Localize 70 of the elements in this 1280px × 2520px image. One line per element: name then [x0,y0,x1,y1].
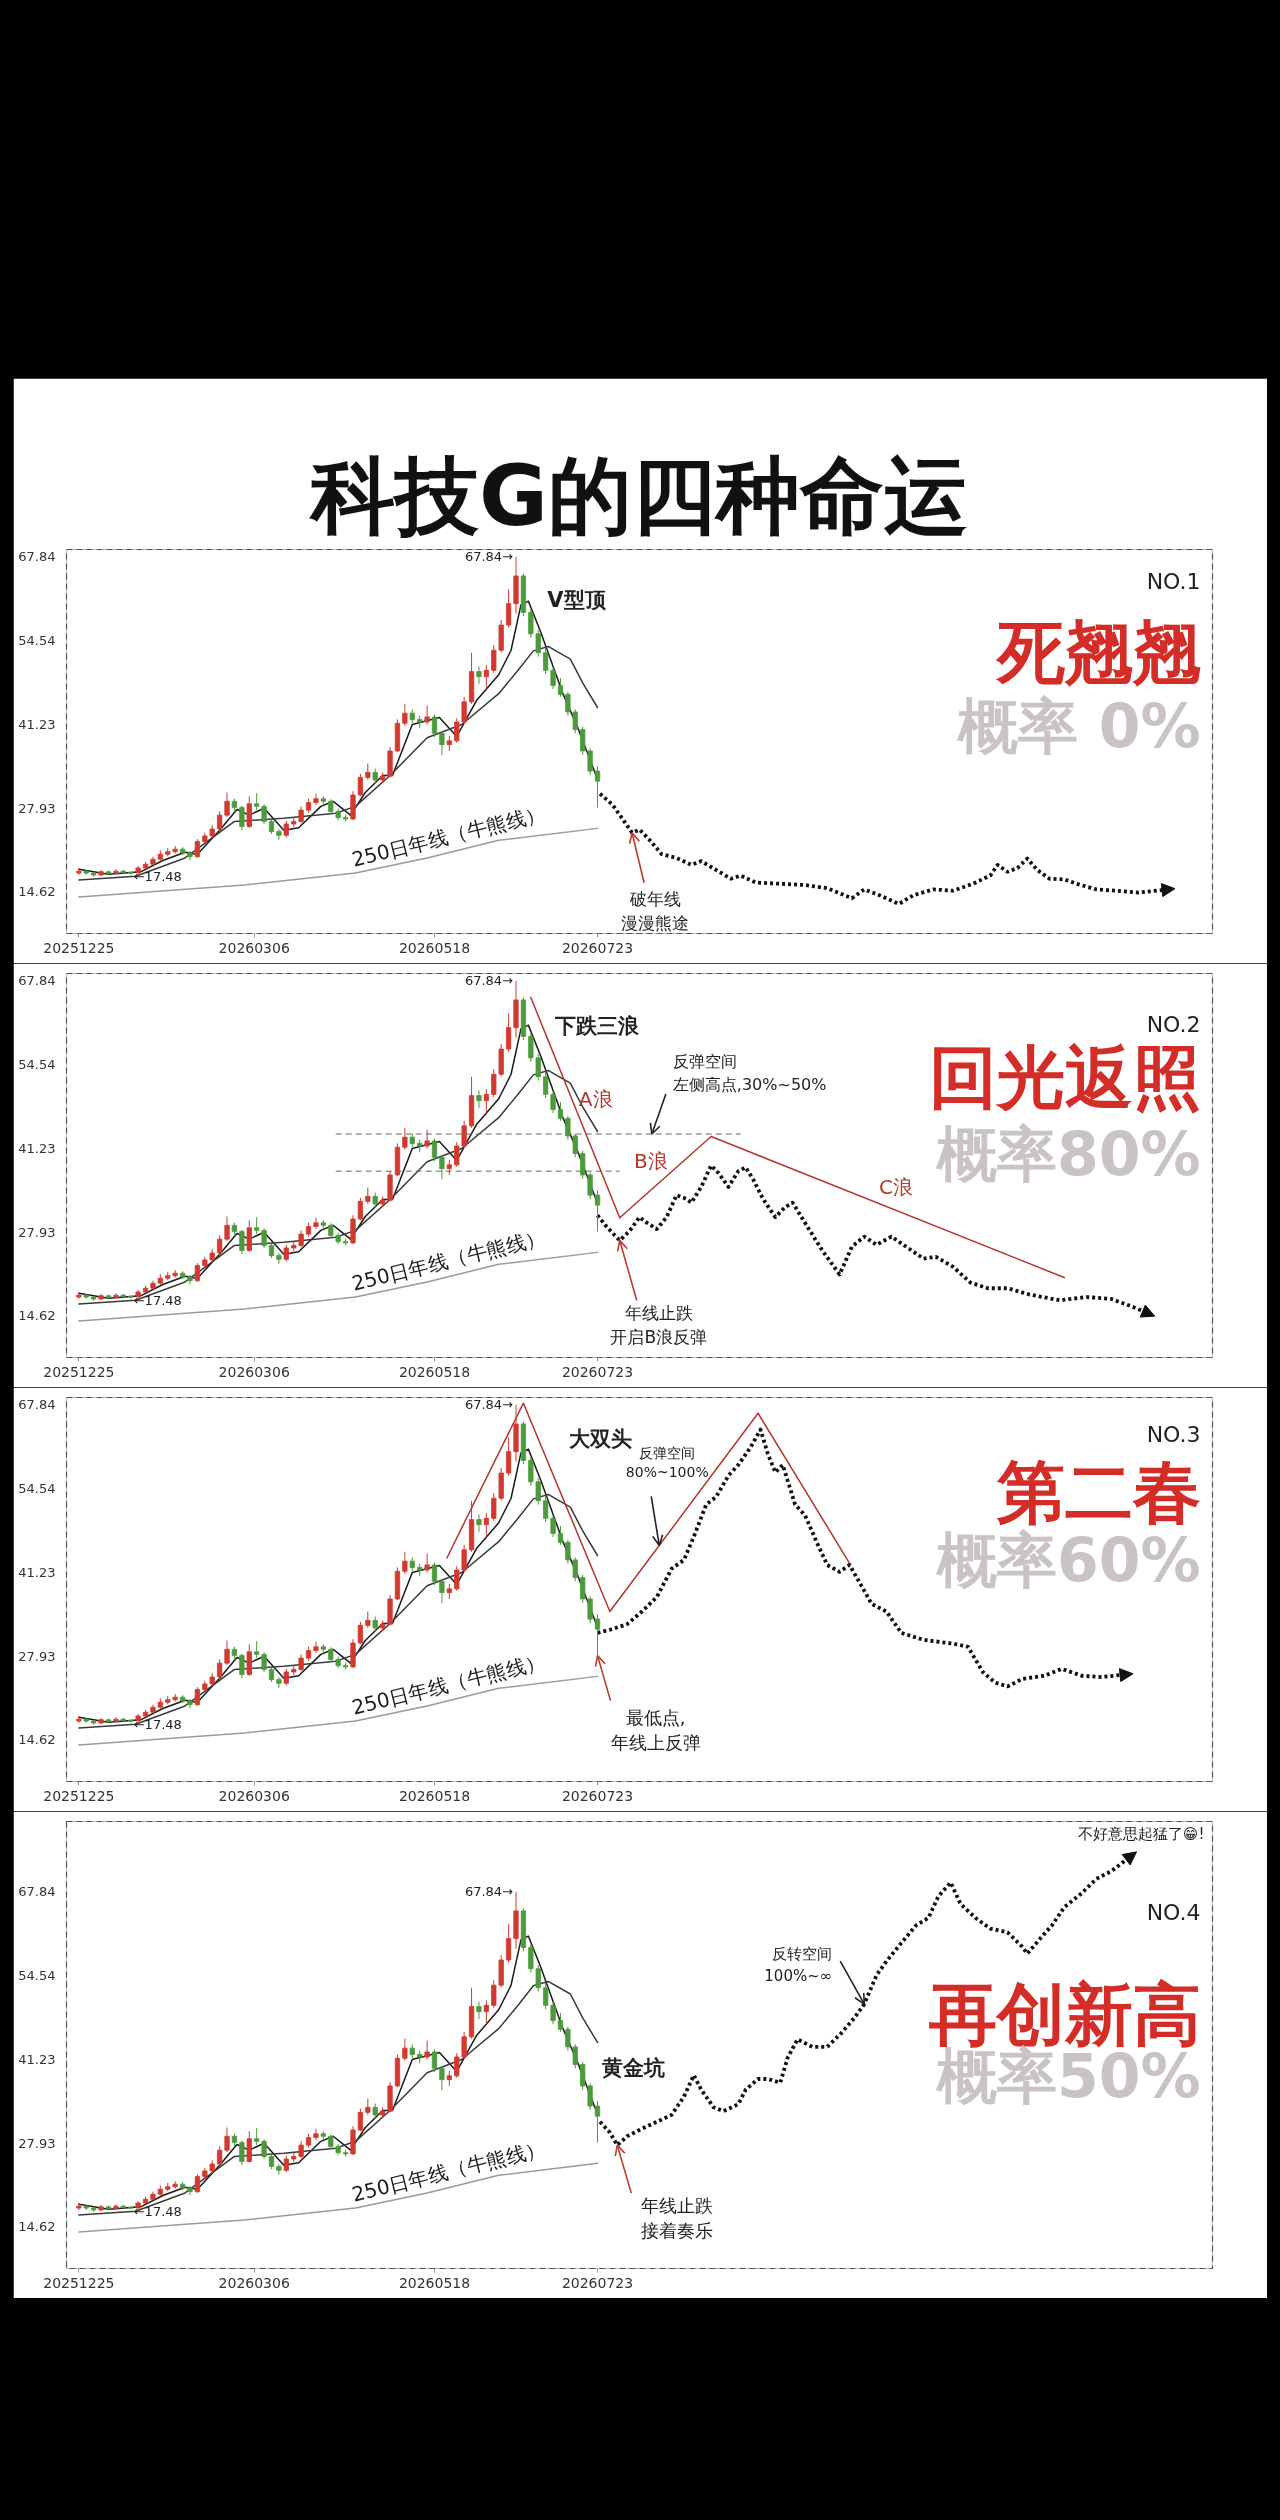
annotation: 破年线漫漫熊途 [621,888,690,933]
x-tick-label: 20260518 [398,939,471,956]
x-tick-label: 20260518 [398,1787,471,1804]
annotation: ←17.48 [133,1717,182,1733]
x-tick-label: 20260518 [398,1363,471,1380]
y-tick-label: 67.84 [18,973,56,989]
annotation: 年线止跌接着奏乐 [641,2195,714,2242]
annotation: 不好意思起猛了😁! [1077,1824,1205,1843]
x-tick-label: 20260306 [218,1363,290,1380]
series-label: B浪 [633,1148,668,1173]
x-tick-label: 20260518 [398,2274,471,2291]
text: 250日年线（牛熊线） [349,800,548,872]
y-tick-label: 41.23 [18,2051,56,2067]
text: 250日年线（牛熊线） [349,2135,548,2207]
y-tick-label: 54.54 [18,633,56,649]
annotation: NO.3 [1146,1422,1201,1447]
x-tick-label: 20260306 [218,1787,290,1804]
annotation: 下跌三浪 [553,1013,640,1038]
y-tick-label: 67.84 [18,549,56,565]
annotation: NO.1 [1146,569,1201,594]
annotation: V型顶 [547,587,607,612]
annotation: 67.84→ [464,973,514,989]
x-tick-label: 20260723 [561,939,634,956]
y-tick-label: 41.23 [18,1140,56,1156]
annotation: 反弹空间左侧高点,30%~50% [672,1052,827,1095]
text: 回光返照 [928,1038,1201,1117]
series-label: C浪 [878,1174,913,1199]
annotation: NO.2 [1146,1012,1201,1037]
annotation: 黄金坑 [601,2055,665,2080]
text: 250日年线（牛熊线） [349,1224,548,1296]
annotation: ←17.48 [133,1293,182,1309]
annotation: 67.84→ [464,549,514,565]
x-tick-label: 20251225 [43,1787,115,1804]
x-tick-label: 20260306 [218,2274,290,2291]
y-tick-label: 27.93 [18,1224,56,1240]
y-tick-label: 41.23 [18,1564,56,1580]
x-tick-label: 20260306 [218,939,290,956]
y-tick-label: 27.93 [18,2135,56,2151]
annotation: 反转空间100%~∞ [764,1945,833,1985]
y-tick-label: 14.62 [18,1308,56,1324]
annotation: 67.84→ [464,1884,514,1900]
annotation: ←17.48 [133,869,182,885]
x-tick-label: 20251225 [43,2274,115,2291]
y-tick-label: 27.93 [18,1648,56,1664]
y-tick-label: 41.23 [18,716,56,732]
annotation: 年线止跌开启B浪反弹 [610,1303,708,1348]
y-tick-label: 67.84 [18,1397,56,1413]
y-tick-label: 14.62 [18,1732,56,1748]
x-tick-label: 20260723 [561,1787,634,1804]
y-tick-label: 54.54 [18,1057,56,1073]
annotation: ←17.48 [133,2204,182,2220]
x-tick-label: 20260723 [561,2274,634,2291]
y-tick-label: 54.54 [18,1967,56,1983]
text: 死翘翘 [994,613,1201,692]
y-tick-label: 54.54 [18,1481,56,1497]
y-tick-label: 14.62 [18,2219,56,2235]
annotation: 最低点,年线上反弹 [610,1706,701,1753]
annotation: 67.84→ [464,1397,514,1413]
x-tick-label: 20251225 [43,939,115,956]
y-tick-label: 27.93 [18,800,56,816]
text: 250日年线（牛熊线） [349,1648,548,1720]
chart-title: 科技G的四种命运 [309,446,968,545]
annotation: 概率80% [934,1118,1201,1189]
series-label: A浪 [578,1087,613,1112]
annotation: 概率 0% [955,690,1201,761]
y-tick-label: 14.62 [18,884,56,900]
y-tick-label: 67.84 [18,1884,56,1900]
annotation: NO.4 [1146,1900,1201,1925]
x-tick-label: 20260723 [561,1363,634,1380]
x-tick-label: 20251225 [43,1363,115,1380]
